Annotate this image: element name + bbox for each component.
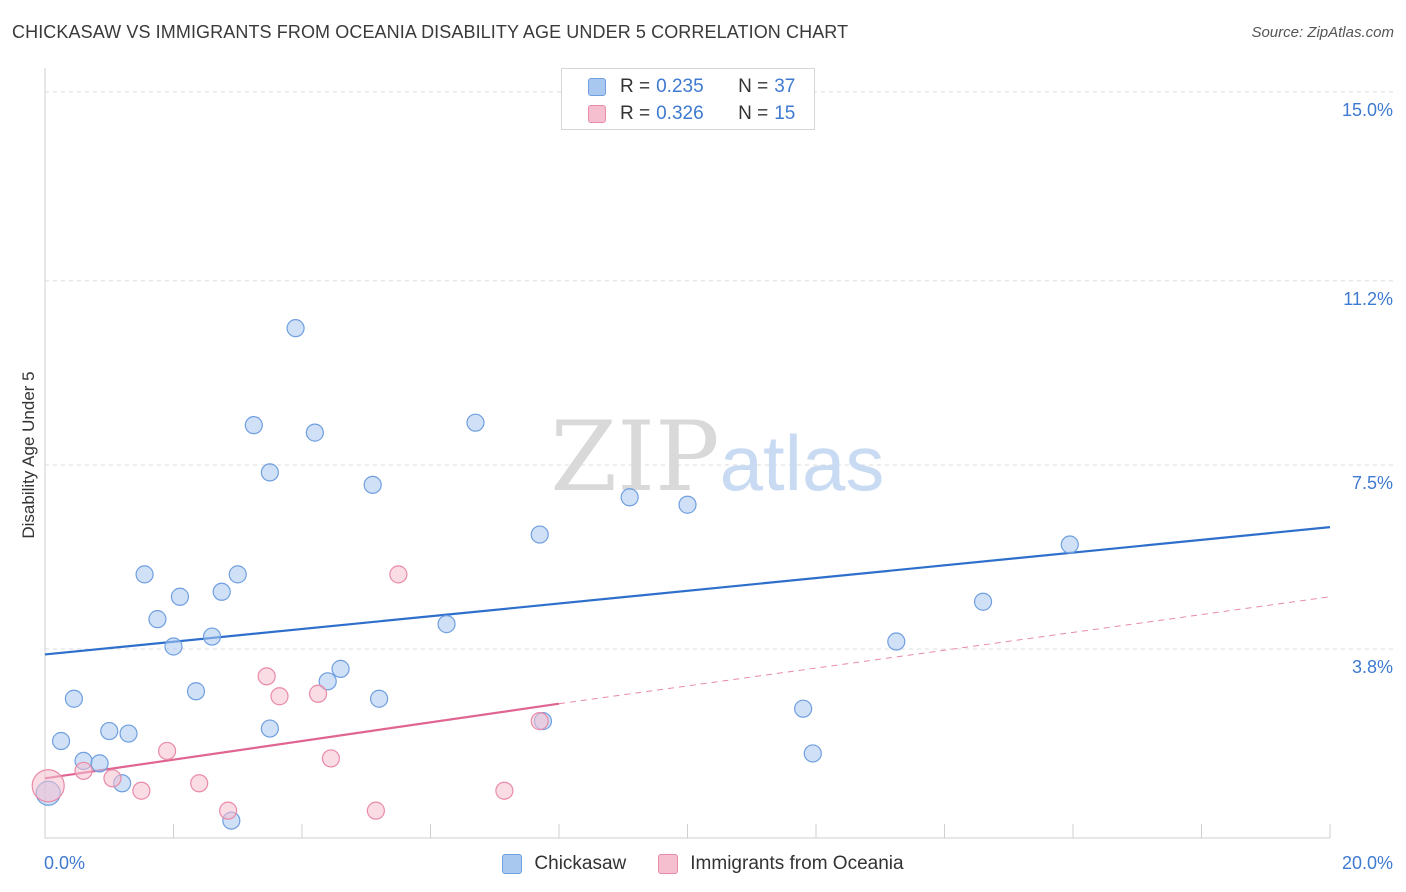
data-point-chickasaw [370, 689, 389, 708]
trend-extension-1 [558, 596, 1331, 705]
legend-swatch-oceania [588, 105, 606, 123]
data-point-chickasaw [803, 744, 822, 763]
chart-title: CHICKASAW VS IMMIGRANTS FROM OCEANIA DIS… [12, 22, 849, 42]
data-point-chickasaw [678, 495, 697, 514]
y-tick-label: 11.2% [1343, 289, 1393, 309]
data-points [31, 319, 1079, 830]
data-point-chickasaw [794, 699, 813, 718]
legend-r-label: R = [620, 76, 651, 97]
legend-r-value: 0.326 [656, 103, 704, 124]
x-tick-label-min: 0.0% [44, 853, 85, 873]
watermark-atlas: atlas [720, 419, 885, 507]
data-point-oceania [31, 769, 65, 803]
data-point-oceania [270, 687, 289, 706]
data-point-chickasaw [973, 592, 993, 611]
data-point-chickasaw [318, 672, 337, 691]
y-tick-label: 3.8% [1352, 657, 1393, 677]
y-tick-labels: 3.8% 7.5% 11.2% 15.0% [1342, 100, 1393, 677]
legend-n-value: 15 [774, 103, 796, 124]
series-swatch-oceania [658, 854, 679, 874]
y-tick-label: 7.5% [1352, 473, 1393, 493]
data-point-oceania [257, 667, 276, 686]
data-point-chickasaw [305, 423, 324, 442]
legend-r-label: R = [620, 103, 651, 124]
data-point-oceania [157, 741, 177, 761]
trend-line-1 [44, 702, 560, 780]
series-legend-chickasaw[interactable]: Chickasaw [502, 853, 626, 875]
data-point-oceania [321, 749, 341, 768]
watermark: ZIP atlas [550, 401, 884, 513]
data-point-oceania [308, 684, 328, 703]
data-point-chickasaw [228, 565, 247, 584]
trend-line-0 [44, 526, 1331, 656]
data-point-chickasaw [148, 610, 167, 629]
data-point-oceania [389, 565, 408, 584]
axes [44, 68, 1331, 839]
data-point-chickasaw [135, 565, 154, 584]
data-point-oceania [132, 781, 151, 800]
data-point-chickasaw [164, 637, 183, 656]
data-point-chickasaw [100, 721, 119, 741]
legend-n-value: 37 [774, 76, 796, 97]
data-point-chickasaw [51, 731, 71, 751]
gridlines [45, 91, 1393, 650]
correlation-legend: R = 0.235 N = 37 R = 0.326 N = 15 [561, 68, 815, 130]
data-point-oceania [103, 769, 122, 788]
data-point-chickasaw [202, 627, 222, 646]
data-point-chickasaw [119, 724, 138, 743]
data-point-chickasaw [530, 525, 549, 544]
legend-n-label: N = [738, 103, 769, 124]
series-swatch-chickasaw [502, 854, 523, 874]
series-label-oceania: Immigrants from Oceania [690, 853, 904, 874]
x-tick-label-max: 20.0% [1342, 853, 1393, 873]
data-point-chickasaw [170, 587, 190, 606]
data-point-oceania [366, 801, 385, 820]
legend-n-label: N = [738, 76, 769, 97]
data-point-chickasaw [186, 682, 206, 701]
trend-lines [44, 526, 1331, 780]
data-point-chickasaw [260, 719, 279, 738]
data-point-chickasaw [331, 659, 350, 678]
data-point-chickasaw [466, 413, 485, 432]
data-point-chickasaw [90, 754, 109, 773]
data-point-chickasaw [244, 416, 263, 435]
data-point-chickasaw [437, 615, 456, 634]
y-axis-label: Disability Age Under 5 [19, 371, 38, 538]
legend-swatch-chickasaw [588, 78, 606, 96]
data-point-chickasaw [64, 689, 84, 708]
data-point-oceania [530, 712, 549, 731]
data-point-chickasaw [363, 475, 382, 494]
data-point-oceania [495, 781, 514, 800]
data-point-chickasaw [620, 488, 639, 507]
series-label-chickasaw: Chickasaw [534, 853, 627, 874]
data-point-oceania [190, 774, 209, 793]
data-point-oceania [219, 801, 238, 820]
series-legend: Chickasaw Immigrants from Oceania [0, 851, 1406, 877]
data-point-chickasaw [212, 582, 231, 601]
data-point-chickasaw [260, 463, 279, 482]
data-point-chickasaw [887, 632, 906, 651]
data-point-chickasaw [286, 319, 305, 338]
legend-row-oceania: R = 0.326 N = 15 [588, 102, 795, 126]
series-legend-oceania[interactable]: Immigrants from Oceania [658, 853, 904, 875]
legend-row-chickasaw: R = 0.235 N = 37 [588, 75, 795, 99]
legend-r-value: 0.235 [656, 76, 704, 97]
source-credit: Source: ZipAtlas.com [1251, 24, 1394, 41]
y-tick-label: 15.0% [1342, 100, 1393, 120]
data-point-oceania [74, 761, 93, 780]
data-point-chickasaw [1060, 535, 1079, 554]
